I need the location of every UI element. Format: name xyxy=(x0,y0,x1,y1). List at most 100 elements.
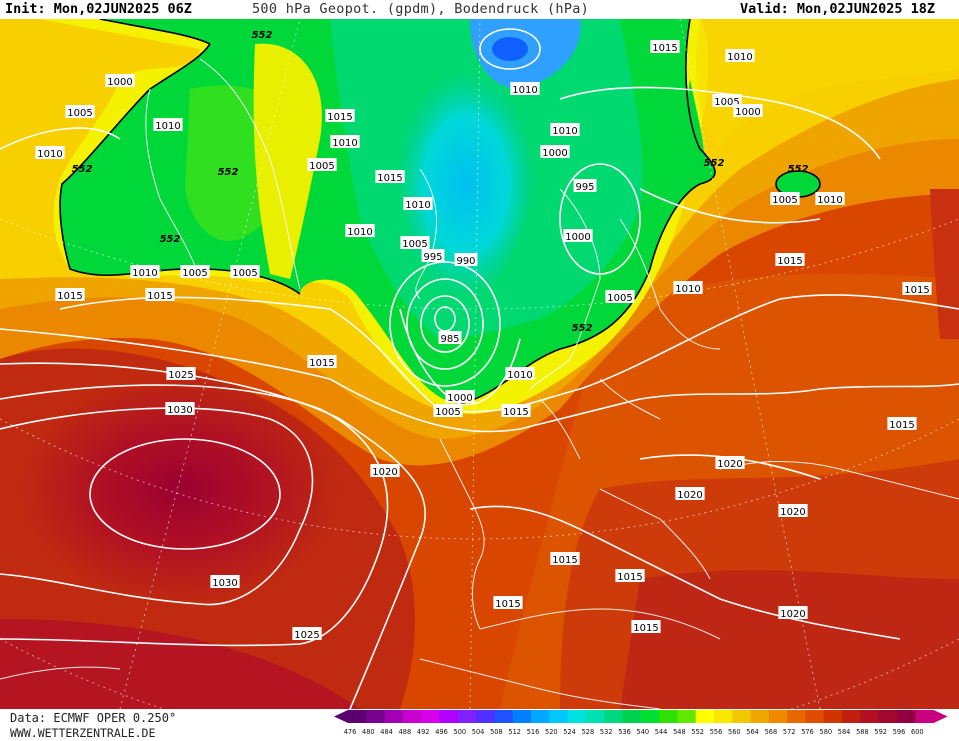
scale-swatch xyxy=(384,710,404,723)
scale-swatch xyxy=(549,710,569,723)
scale-swatch xyxy=(585,710,605,723)
scale-tick-label: 552 xyxy=(691,728,704,736)
scale-tick-label: 568 xyxy=(765,728,778,736)
scale-tick-label: 488 xyxy=(399,728,412,736)
geopot-552-label: 552 xyxy=(160,234,181,245)
svg-text:1005: 1005 xyxy=(232,268,257,279)
scale-swatch xyxy=(897,710,916,723)
isobar-label: 995 xyxy=(421,249,445,263)
website: WWW.WETTERZENTRALE.DE xyxy=(10,726,156,740)
isobar-label: 1010 xyxy=(35,146,65,160)
svg-text:1015: 1015 xyxy=(904,285,929,296)
isobar-1005-east xyxy=(639,188,821,224)
isobar-label: 1015 xyxy=(887,417,917,431)
isobar-995-north xyxy=(559,163,641,275)
svg-text:1015: 1015 xyxy=(147,291,172,302)
scale-tick-label: 508 xyxy=(490,728,503,736)
isobar-1020 xyxy=(0,362,426,709)
svg-text:1010: 1010 xyxy=(817,195,842,206)
svg-text:1010: 1010 xyxy=(552,126,577,137)
scale-swatch xyxy=(476,710,495,723)
svg-text:985: 985 xyxy=(440,334,459,345)
scale-tick-label: 516 xyxy=(527,728,540,736)
scale-swatch xyxy=(421,710,440,723)
isobar-1000 xyxy=(389,261,501,387)
scale-tick-label: 532 xyxy=(600,728,613,736)
isobar-label: 1015 xyxy=(307,355,337,369)
scale-swatch xyxy=(714,710,733,723)
isobar-label: 1020 xyxy=(370,464,400,478)
isobar-label: 1010 xyxy=(403,197,433,211)
isobar-label: 1030 xyxy=(165,402,195,416)
svg-text:1000: 1000 xyxy=(542,148,567,159)
svg-text:1000: 1000 xyxy=(735,107,760,118)
isobar-label: 1015 xyxy=(650,40,680,54)
isobar-995 xyxy=(406,278,484,370)
geopot-russia-green xyxy=(776,171,820,197)
scale-swatch xyxy=(915,710,935,723)
isobar-1025 xyxy=(0,384,389,647)
isobar-label: 1005 xyxy=(433,404,463,418)
isobar-label: 1005 xyxy=(605,290,635,304)
scale-swatch xyxy=(805,710,825,723)
svg-text:1025: 1025 xyxy=(294,630,319,641)
isobar-1030-outer xyxy=(0,407,314,606)
scale-swatch xyxy=(457,710,477,723)
scale-tick-label: 512 xyxy=(508,728,521,736)
geopotential-field xyxy=(0,19,959,709)
isobar-label: 995 xyxy=(573,179,597,193)
svg-text:1015: 1015 xyxy=(617,572,642,583)
isobar-1010-north xyxy=(559,86,881,160)
scale-tick-label: 544 xyxy=(655,728,668,736)
scale-tick-label: 524 xyxy=(563,728,576,736)
scale-arrow-right xyxy=(933,710,948,723)
isobar-label: 1005 xyxy=(180,265,210,279)
isobar-label: 1005 xyxy=(400,236,430,250)
svg-text:1030: 1030 xyxy=(167,405,192,416)
svg-text:1010: 1010 xyxy=(507,370,532,381)
svg-text:1005: 1005 xyxy=(402,239,427,250)
scale-tick-label: 596 xyxy=(893,728,906,736)
svg-text:995: 995 xyxy=(575,182,594,193)
scale-swatch xyxy=(860,710,880,723)
scale-tick-label: 540 xyxy=(637,728,650,736)
isobar-label: 1010 xyxy=(345,224,375,238)
isobar-label: 1000 xyxy=(105,74,135,88)
svg-text:1005: 1005 xyxy=(67,108,92,119)
scale-tick-label: 600 xyxy=(911,728,924,736)
geopot-552-label: 552 xyxy=(788,164,809,175)
scale-swatch xyxy=(512,710,532,723)
scale-swatch xyxy=(622,710,642,723)
scale-swatch xyxy=(439,710,459,723)
isobar-label: 1030 xyxy=(210,575,240,589)
svg-text:1015: 1015 xyxy=(327,112,352,123)
isobar-label: 1000 xyxy=(733,104,763,118)
scale-swatch xyxy=(567,710,587,723)
map-title: 500 hPa Geopot. (gpdm), Bodendruck (hPa) xyxy=(252,1,590,17)
scale-tick-label: 528 xyxy=(582,728,595,736)
scale-tick-label: 492 xyxy=(417,728,430,736)
svg-text:1000: 1000 xyxy=(565,232,590,243)
isobar-label: 1005 xyxy=(230,265,260,279)
geopot-scand-green xyxy=(685,79,705,180)
isobar-label: 990 xyxy=(454,253,478,267)
scale-tick-label: 564 xyxy=(746,728,759,736)
isobar-label: 1005 xyxy=(65,105,95,119)
scale-swatch xyxy=(787,710,806,723)
svg-text:1005: 1005 xyxy=(714,97,739,108)
init-time: Init: Mon,02JUN2025 06Z xyxy=(5,1,192,17)
geopot-552-label: 552 xyxy=(218,167,239,178)
scale-tick-label: 500 xyxy=(454,728,467,736)
svg-text:1015: 1015 xyxy=(309,358,334,369)
svg-text:1010: 1010 xyxy=(727,52,752,63)
pressure-label-layer: 1030 1030 1025 1025 1020 1020 1020 1020 1020 1015… xyxy=(35,40,932,641)
scale-arrow-left xyxy=(334,710,348,723)
svg-text:1010: 1010 xyxy=(155,121,180,132)
svg-text:1010: 1010 xyxy=(675,284,700,295)
scale-swatch xyxy=(878,710,898,723)
isobar-label: 1015 xyxy=(145,288,175,302)
svg-text:1010: 1010 xyxy=(132,268,157,279)
scale-tick-label: 556 xyxy=(710,728,723,736)
scale-tick-label: 548 xyxy=(673,728,686,736)
isobar-label: 1015 xyxy=(550,552,580,566)
